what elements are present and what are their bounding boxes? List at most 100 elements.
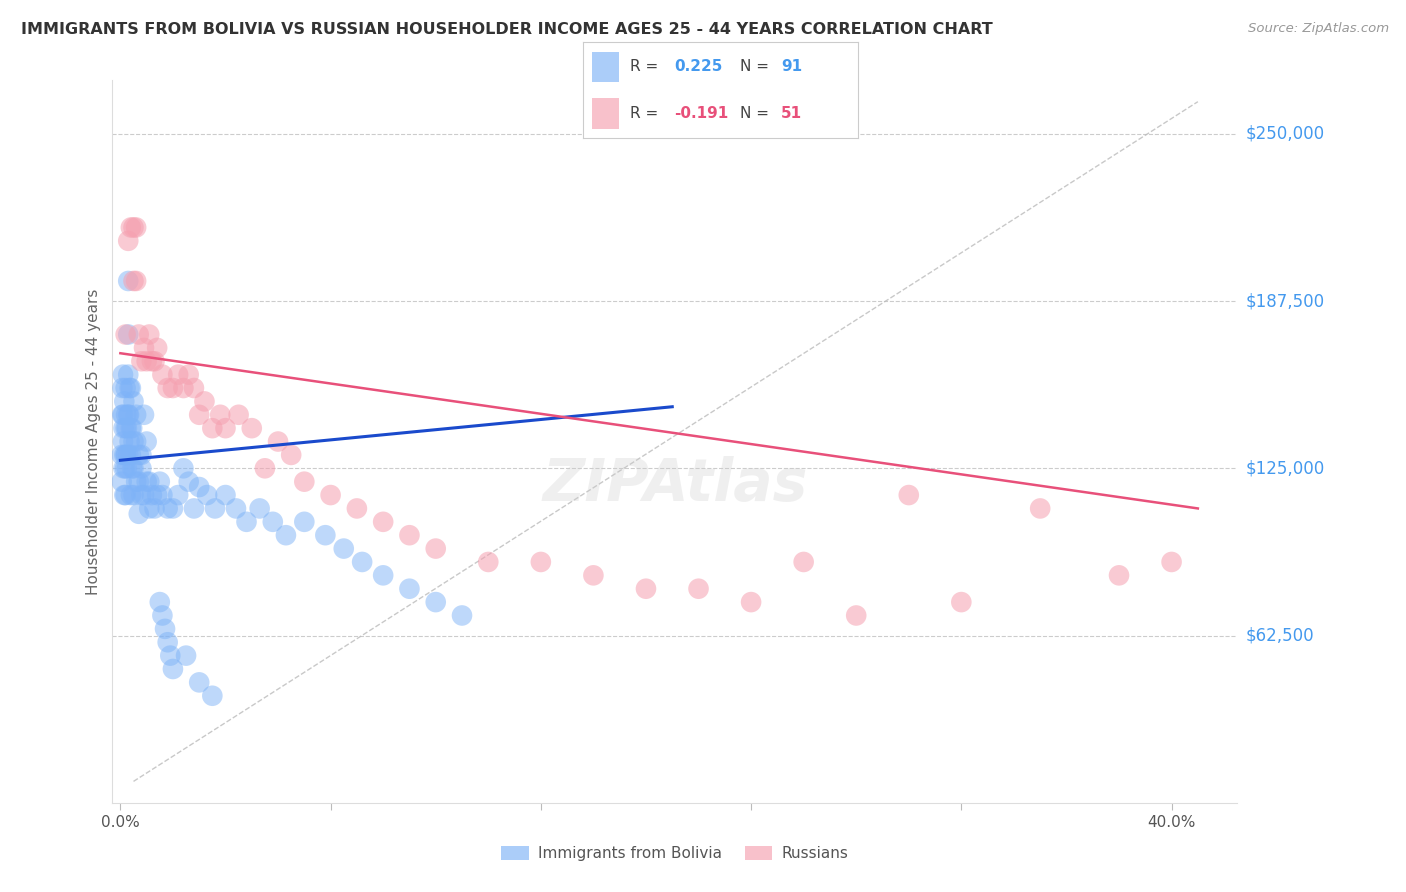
Point (214, 421, 236, 435)
Point (135, 475, 157, 489)
Point (115, 421, 138, 435)
Point (122, 434, 145, 449)
Point (112, 461, 135, 475)
Text: N =: N = (740, 106, 773, 120)
Point (253, 461, 276, 475)
Point (156, 635, 179, 649)
Point (112, 394, 135, 409)
Point (262, 515, 284, 529)
Point (131, 448, 153, 462)
Text: $62,500: $62,500 (1246, 626, 1313, 645)
Point (162, 501, 184, 516)
Point (582, 568, 605, 582)
Point (120, 220, 142, 235)
Point (141, 354, 163, 368)
Text: 0.225: 0.225 (673, 60, 723, 74)
Point (688, 582, 710, 596)
Point (153, 622, 176, 636)
Point (122, 461, 145, 475)
Text: $250,000: $250,000 (1246, 125, 1324, 143)
Point (120, 488, 142, 502)
Text: R =: R = (630, 106, 664, 120)
Point (118, 408, 141, 422)
Point (162, 381, 184, 395)
Point (214, 488, 236, 502)
Point (183, 501, 205, 516)
Point (451, 608, 474, 623)
Bar (592, 52, 619, 82)
Text: IMMIGRANTS FROM BOLIVIA VS RUSSIAN HOUSEHOLDER INCOME AGES 25 - 44 YEARS CORRELA: IMMIGRANTS FROM BOLIVIA VS RUSSIAN HOUSE… (21, 22, 993, 37)
Point (845, 608, 868, 623)
Point (135, 434, 157, 449)
Point (120, 448, 142, 462)
Point (143, 354, 166, 368)
Point (530, 555, 553, 569)
Point (111, 434, 134, 449)
Point (152, 608, 174, 623)
Point (141, 488, 163, 502)
Point (149, 595, 172, 609)
Point (114, 421, 136, 435)
Point (111, 381, 134, 395)
Point (183, 381, 205, 395)
Point (201, 689, 224, 703)
Text: 51: 51 (780, 106, 801, 120)
Point (122, 394, 145, 409)
Point (267, 434, 290, 449)
Point (117, 327, 139, 342)
Point (121, 421, 143, 435)
Point (112, 488, 135, 502)
Point (352, 555, 374, 569)
Point (128, 327, 150, 342)
Point (897, 488, 920, 502)
Point (292, 475, 315, 489)
Point (172, 381, 194, 395)
Point (156, 381, 179, 395)
Point (195, 488, 218, 502)
Point (225, 501, 247, 516)
Point (112, 448, 135, 462)
Point (201, 421, 224, 435)
Point (114, 381, 136, 395)
Point (167, 488, 190, 502)
Point (950, 595, 973, 609)
Point (346, 501, 368, 516)
Point (131, 461, 153, 475)
Point (135, 354, 157, 368)
Point (1160, 555, 1182, 569)
Point (477, 555, 499, 569)
Point (314, 528, 336, 542)
Point (117, 368, 139, 382)
Point (114, 461, 136, 475)
Point (112, 421, 135, 435)
Point (156, 501, 179, 516)
Point (152, 368, 174, 382)
Point (117, 234, 139, 248)
Point (1029, 501, 1052, 516)
Point (172, 461, 194, 475)
Point (122, 220, 145, 235)
Point (235, 515, 257, 529)
Point (177, 475, 200, 489)
Point (793, 555, 815, 569)
Point (204, 501, 226, 516)
Point (117, 274, 139, 288)
Point (115, 461, 138, 475)
Point (149, 475, 172, 489)
Point (115, 448, 138, 462)
Text: Source: ZipAtlas.com: Source: ZipAtlas.com (1249, 22, 1389, 36)
Point (177, 368, 200, 382)
Point (115, 408, 138, 422)
Text: -0.191: -0.191 (673, 106, 728, 120)
Point (249, 501, 271, 516)
Point (398, 582, 420, 596)
Point (425, 541, 447, 556)
Point (146, 341, 169, 355)
Point (209, 408, 232, 422)
Point (111, 408, 134, 422)
Y-axis label: Householder Income Ages 25 - 44 years: Householder Income Ages 25 - 44 years (86, 288, 101, 595)
Point (143, 501, 166, 516)
Point (188, 408, 211, 422)
Point (117, 408, 139, 422)
Bar (592, 98, 619, 128)
